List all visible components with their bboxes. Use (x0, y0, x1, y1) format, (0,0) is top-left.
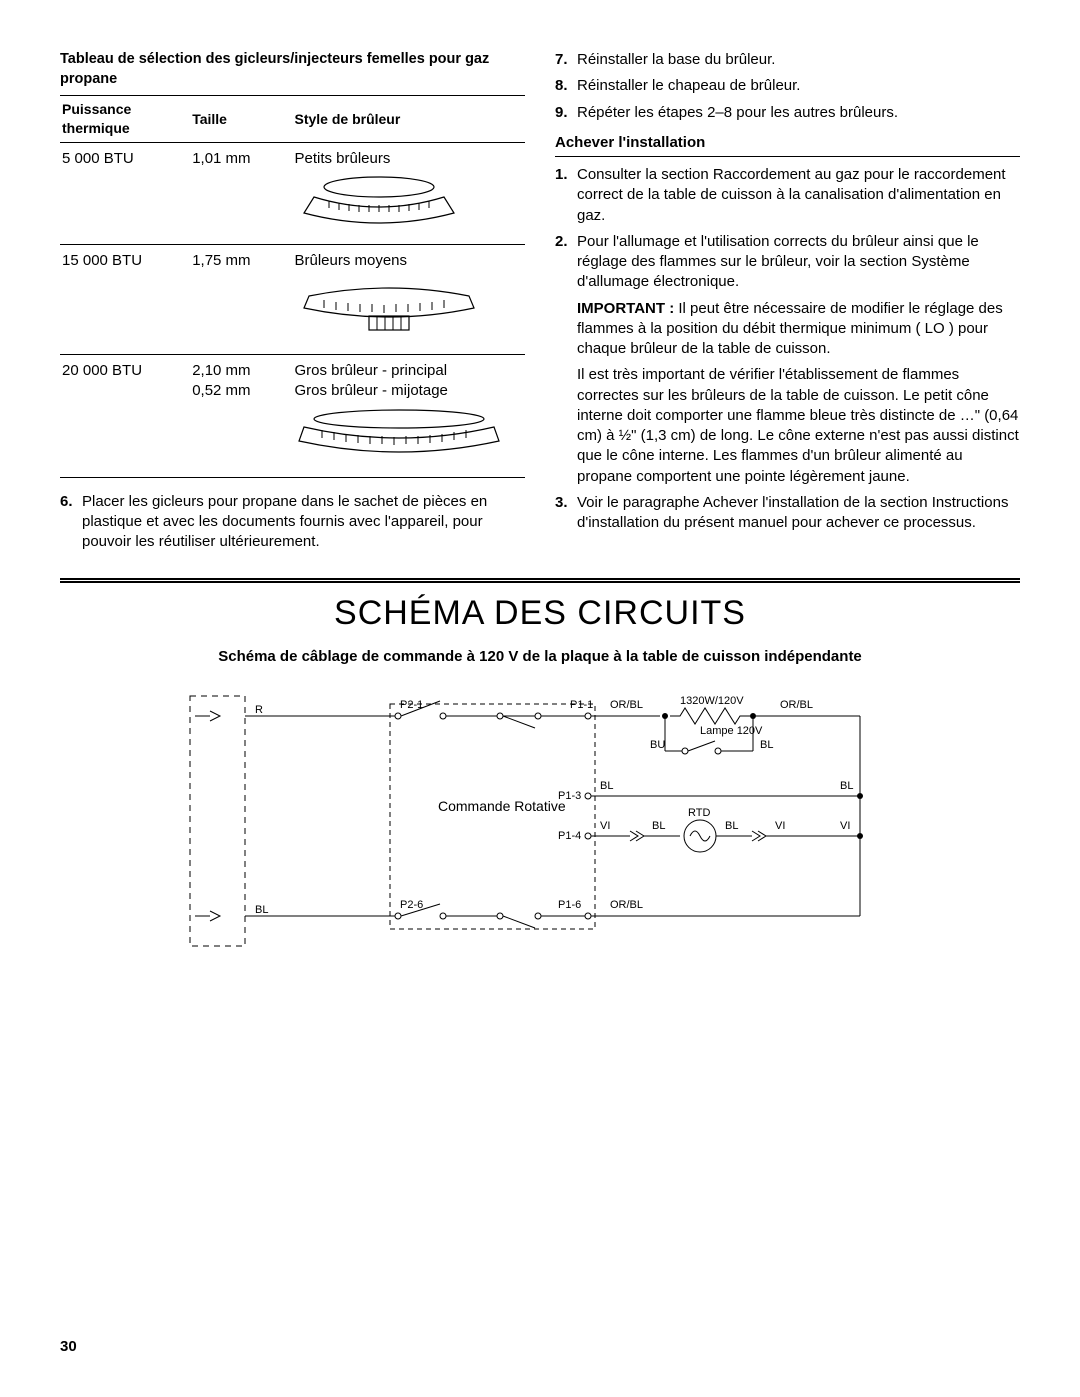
step-text: Répéter les étapes 2–8 pour les autres b… (577, 103, 1020, 123)
step-text: Réinstaller la base du brûleur. (577, 50, 1020, 70)
th-power: Puissance thermique (60, 96, 190, 143)
wire-label: OR/BL (610, 699, 643, 711)
load-label: 1320W/120V (680, 695, 744, 707)
step-number: 1. (555, 165, 577, 226)
step-text: Pour l'allumage et l'utilisation correct… (577, 232, 1020, 293)
rtd-label: RTD (688, 807, 710, 819)
burner-medium-icon (294, 278, 523, 346)
wire-label: BL (760, 739, 773, 751)
cell-power: 15 000 BTU (60, 245, 190, 355)
th-size: Taille (190, 96, 292, 143)
cell-size: 1,01 mm (190, 142, 292, 245)
cell-style: Gros brûleur - principal Gros brûleur - … (292, 354, 525, 477)
step-number: 8. (555, 76, 577, 96)
wire-label: OR/BL (780, 699, 813, 711)
th-style: Style de brûleur (292, 96, 525, 143)
step-text: Voir le paragraphe Achever l'installatio… (577, 493, 1020, 534)
wire-label: BL (725, 820, 738, 832)
cell-style: Brûleurs moyens (292, 245, 525, 355)
important-note: IMPORTANT : Il peut être nécessaire de m… (577, 299, 1020, 360)
pin-label: P2-6 (400, 899, 423, 911)
wire-label: BL (840, 780, 853, 792)
step-number: 3. (555, 493, 577, 534)
injector-table: Puissance thermique Taille Style de brûl… (60, 95, 525, 478)
wire-label: VI (840, 820, 850, 832)
pin-label: P1-6 (558, 899, 581, 911)
pin-label: P1-1 (570, 699, 593, 711)
page-number: 30 (60, 1337, 77, 1357)
table-title: Tableau de sélection des gicleurs/inject… (60, 50, 525, 89)
wiring-subtitle: Schéma de câblage de commande à 120 V de… (60, 647, 1020, 667)
lamp-label: Lampe 120V (700, 725, 763, 737)
flame-note: Il est très important de vérifier l'étab… (577, 365, 1020, 487)
wire-label: BL (652, 820, 665, 832)
section-rule (60, 578, 1020, 583)
cell-power: 5 000 BTU (60, 142, 190, 245)
cell-size: 1,75 mm (190, 245, 292, 355)
pin-label: P1-4 (558, 830, 581, 842)
wire-label: R (255, 704, 263, 716)
achever-heading: Achever l'installation (555, 133, 1020, 157)
rotary-label: Commande Rotative (438, 798, 566, 814)
wire-label: VI (775, 820, 785, 832)
wire-label: OR/BL (610, 899, 643, 911)
step-text: Placer les gicleurs pour propane dans le… (82, 492, 525, 553)
cell-size: 2,10 mm 0,52 mm (190, 354, 292, 477)
step-number: 9. (555, 103, 577, 123)
wiring-diagram: R BL P2-1 P1-1 OR/BL 1320W/120V OR/BL (140, 686, 940, 966)
step-number: 7. (555, 50, 577, 70)
step-text: Consulter la section Raccordement au gaz… (577, 165, 1020, 226)
cell-power: 20 000 BTU (60, 354, 190, 477)
step-text: Réinstaller le chapeau de brûleur. (577, 76, 1020, 96)
section-title: SCHÉMA DES CIRCUITS (60, 591, 1020, 637)
wire-label: BL (255, 904, 268, 916)
wire-label: BL (600, 780, 613, 792)
burner-small-icon (294, 175, 523, 236)
burner-large-icon (294, 407, 523, 468)
wire-label: VI (600, 820, 610, 832)
step-number: 6. (60, 492, 82, 553)
cell-style: Petits brûleurs (292, 142, 525, 245)
wire-label: BU (650, 739, 665, 751)
step-number: 2. (555, 232, 577, 293)
